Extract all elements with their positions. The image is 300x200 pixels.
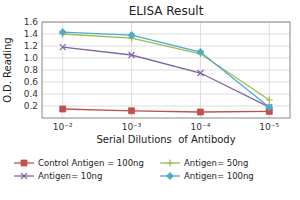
legend-marker: [21, 173, 27, 179]
legend-label: Antigen= 100ng: [184, 171, 254, 181]
series-line: [63, 109, 270, 112]
point: [266, 104, 273, 111]
tick-label: 1.4: [24, 29, 39, 39]
tick-label: 1.2: [24, 41, 38, 51]
y-axis-label: O.D. Reading: [2, 37, 13, 102]
legend-marker: [21, 160, 27, 166]
x-axis-label: Serial Dilutions of Antibody: [96, 134, 235, 145]
point: [197, 48, 204, 55]
tick-label: 0.2: [24, 101, 38, 111]
grid: [42, 22, 290, 118]
plot-area: [59, 29, 273, 115]
series-line: [63, 32, 270, 107]
tick-label: 10⁻⁴: [191, 122, 211, 132]
legend-marker: [166, 172, 173, 179]
tick-label: 1.6: [24, 17, 39, 27]
series-line: [63, 47, 270, 107]
tick-label: 0.6: [24, 77, 39, 87]
legend-label: Antigen= 10ng: [38, 171, 102, 181]
plot-frame: [42, 22, 290, 118]
point: [60, 106, 66, 112]
point: [266, 97, 273, 104]
point: [197, 70, 203, 76]
tick-label: 0.4: [24, 89, 39, 99]
tick-label: 10⁻²: [53, 122, 73, 132]
point: [59, 29, 66, 36]
tick-label: 10⁻³: [122, 122, 142, 132]
legend-label: Antigen= 50ng: [184, 158, 248, 168]
tick-label: 0.8: [24, 65, 39, 75]
point: [60, 44, 66, 50]
tick-label: 1.0: [24, 53, 39, 63]
grid-line: [42, 70, 290, 71]
grid-line: [42, 82, 290, 83]
grid-line: [42, 106, 290, 107]
point: [128, 32, 135, 39]
title: ELISA Result: [129, 4, 204, 18]
point: [129, 52, 135, 58]
legend-label: Control Antigen = 100ng: [38, 158, 144, 168]
chart: 10⁻² 10⁻³ 10⁻⁴ 10⁻⁵ 0.2 0.4 0.6 0.8 1.0 1.2 1.4 1.6…: [0, 0, 300, 200]
point: [129, 108, 135, 114]
point: [197, 109, 203, 115]
legend: Control Antigen = 100ng Antigen= 10ng Anti…: [14, 158, 254, 181]
tick-label: 10⁻⁵: [259, 122, 279, 132]
grid-line: [42, 34, 290, 35]
legend-marker: [167, 160, 174, 167]
grid-line: [42, 58, 290, 59]
